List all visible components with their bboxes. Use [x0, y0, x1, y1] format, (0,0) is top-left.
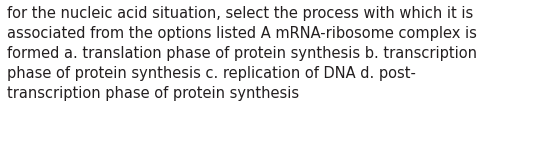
Text: for the nucleic acid situation, select the process with which it is
associated f: for the nucleic acid situation, select t…	[7, 6, 477, 101]
